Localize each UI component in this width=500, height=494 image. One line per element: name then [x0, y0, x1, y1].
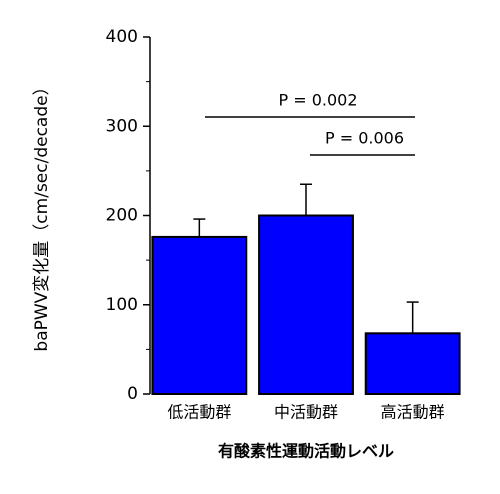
- y-tick-label: 200: [106, 206, 138, 226]
- x-tick-label: 中活動群: [274, 403, 338, 422]
- x-tick-label: 低活動群: [167, 403, 231, 422]
- bar: [364, 332, 461, 395]
- significance-label: P = 0.002: [278, 91, 357, 110]
- bar: [258, 214, 354, 395]
- y-tick-label: 400: [106, 27, 138, 47]
- y-tick-label: 0: [127, 384, 138, 404]
- x-tick-label: 高活動群: [381, 403, 445, 422]
- x-axis-label: 有酸素性運動活動レベル: [218, 442, 394, 461]
- significance-label: P = 0.006: [325, 129, 404, 148]
- y-tick-label: 300: [106, 116, 138, 136]
- y-tick-label: 100: [106, 295, 138, 315]
- y-axis-label: baPWV変化量（cm/sec/decade）: [32, 78, 52, 351]
- bar: [151, 235, 248, 395]
